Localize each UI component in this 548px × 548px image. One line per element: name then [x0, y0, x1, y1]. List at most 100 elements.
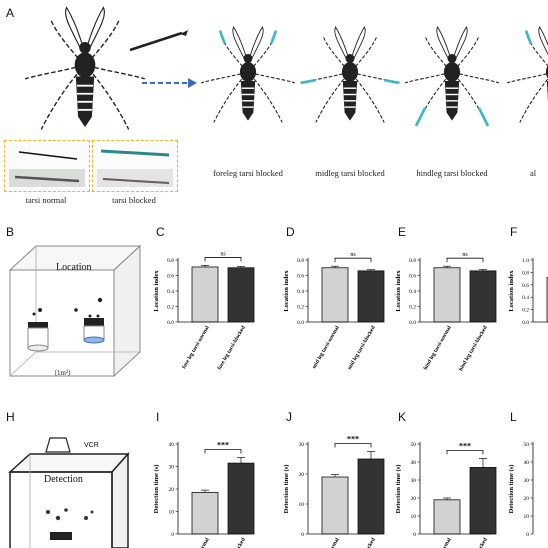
- panel-a-illustration: [24, 6, 548, 131]
- y-tick-label: 0.8: [522, 270, 529, 276]
- x-category-label: mid leg tarsi-blocked: [347, 325, 377, 371]
- y-tick-label: 0.0: [409, 320, 416, 326]
- significance-label: ***: [217, 441, 229, 450]
- brush-icon: [129, 30, 188, 52]
- y-tick-label: 40: [169, 442, 175, 448]
- y-tick-label: 50: [524, 442, 530, 448]
- caption-foreleg: foreleg tarsi blocked: [213, 168, 283, 178]
- y-tick-label: 0: [301, 532, 304, 538]
- caption-midleg: midleg tarsi blocked: [315, 168, 385, 178]
- y-tick-label: 0.2: [522, 308, 529, 314]
- y-axis-label: Location index: [283, 270, 290, 312]
- photo-caption-blocked: tarsi blocked: [112, 195, 156, 205]
- y-axis-label: Location index: [508, 270, 515, 312]
- y-axis-label: Location index: [153, 270, 160, 312]
- bar: [433, 499, 461, 535]
- bar: [321, 267, 349, 323]
- bar: [191, 266, 219, 323]
- x-category-label: fore leg tarsi-blocked: [217, 325, 247, 371]
- y-tick-label: 0.2: [297, 305, 304, 311]
- y-axis-label: Detection time (s): [153, 465, 160, 514]
- y-tick-label: 0.8: [167, 258, 174, 264]
- significance-label: ns: [350, 252, 356, 258]
- vcr-label: VCR: [84, 442, 99, 449]
- photo-caption-normal: tarsi normal: [25, 195, 67, 205]
- y-tick-label: 40: [524, 460, 530, 466]
- panel-label-j: J: [286, 410, 292, 424]
- significance-label: ns: [220, 251, 226, 257]
- y-tick-label: 20: [169, 487, 175, 493]
- y-tick-label: 0.6: [522, 283, 529, 289]
- location-box-diagram: [8, 244, 142, 378]
- panel-label-a: A: [6, 6, 15, 20]
- panel-label-b: B: [6, 225, 15, 239]
- y-tick-label: 0.0: [522, 320, 529, 326]
- y-tick-label: 10: [169, 510, 175, 516]
- y-tick-label: 20: [299, 472, 305, 478]
- bar: [227, 267, 255, 323]
- bar: [357, 458, 385, 535]
- y-tick-label: 40: [411, 460, 417, 466]
- significance-bracket: [334, 257, 372, 263]
- x-category-label: -normal: [196, 537, 211, 548]
- y-tick-label: 0.6: [409, 274, 416, 280]
- significance-label: ***: [459, 441, 471, 450]
- panel-label-i: I: [156, 410, 160, 424]
- x-category-label: normal: [327, 537, 341, 548]
- y-tick-label: 10: [299, 502, 305, 508]
- y-tick-label: 30: [299, 442, 305, 448]
- significance-label: ***: [347, 435, 359, 444]
- caption-all: al: [530, 168, 537, 178]
- panel-label-c: C: [156, 225, 165, 239]
- chart-j: Detection time (s) 0 10 20 30 *** normal blocke…: [283, 435, 385, 548]
- y-tick-label: 0.4: [409, 289, 416, 295]
- significance-bracket: [204, 449, 242, 454]
- bar: [191, 491, 219, 535]
- bar: [321, 476, 349, 535]
- chart-d: Location index 0.0 0.2 0.4 0.6 0.8 ns mid leg t…: [283, 252, 385, 371]
- bar: [433, 267, 461, 323]
- y-tick-label: 10: [411, 514, 417, 520]
- panel-label-e: E: [398, 225, 407, 239]
- significance-bracket: [446, 257, 484, 263]
- tarsi-blocked-photo: [92, 140, 178, 192]
- x-category-label: hind leg tarsi-blocked: [458, 325, 489, 372]
- arrow-right-icon: [142, 78, 197, 88]
- significance-bracket: [204, 257, 242, 262]
- location-area: （1m³）: [50, 369, 76, 377]
- panel-label-l: L: [510, 410, 517, 424]
- y-tick-label: 0.6: [297, 274, 304, 280]
- y-tick-label: 0.0: [297, 320, 304, 326]
- location-title: Location: [56, 262, 92, 273]
- y-tick-label: 0.4: [522, 295, 529, 301]
- y-tick-label: 30: [169, 465, 175, 471]
- significance-bracket: [446, 450, 484, 455]
- detection-box-diagram: [8, 437, 130, 548]
- chart-k: Detection time (s) 0 10 20 30 40 50 *** normal bl…: [395, 441, 497, 548]
- bar: [227, 462, 255, 535]
- caption-hindleg: hindleg tarsi blocked: [416, 168, 488, 178]
- y-tick-label: 30: [524, 478, 530, 484]
- y-axis-label: Detection time (s): [395, 465, 402, 514]
- x-category-label: fore leg tarsi-normal: [181, 325, 211, 370]
- y-tick-label: 0.2: [409, 305, 416, 311]
- bar: [469, 467, 497, 535]
- y-axis-label: Detection time (s): [508, 465, 515, 514]
- chart-i: Detection time (s) 0 10 20 30 40 *** -normal -bl…: [153, 441, 255, 548]
- y-tick-label: 0: [171, 532, 174, 538]
- y-tick-label: 0.8: [297, 258, 304, 264]
- y-tick-label: 20: [411, 496, 417, 502]
- significance-bracket: [334, 443, 372, 448]
- chart-c: Location index 0.0 0.2 0.4 0.6 0.8 ns fore leg …: [153, 251, 255, 371]
- x-category-label: mid leg tarsi-normal: [311, 325, 341, 370]
- panel-label-d: D: [286, 225, 295, 239]
- y-axis-label: Detection time (s): [283, 465, 290, 514]
- tarsi-normal-photo: [4, 140, 90, 192]
- x-category-label: normal: [439, 537, 453, 548]
- y-tick-label: 0.2: [167, 305, 174, 311]
- y-tick-label: 0: [413, 532, 416, 538]
- detection-title: Detection: [44, 474, 83, 485]
- x-category-label: -blocked: [231, 537, 246, 548]
- y-axis-label: Location index: [395, 270, 402, 312]
- bar: [469, 270, 497, 323]
